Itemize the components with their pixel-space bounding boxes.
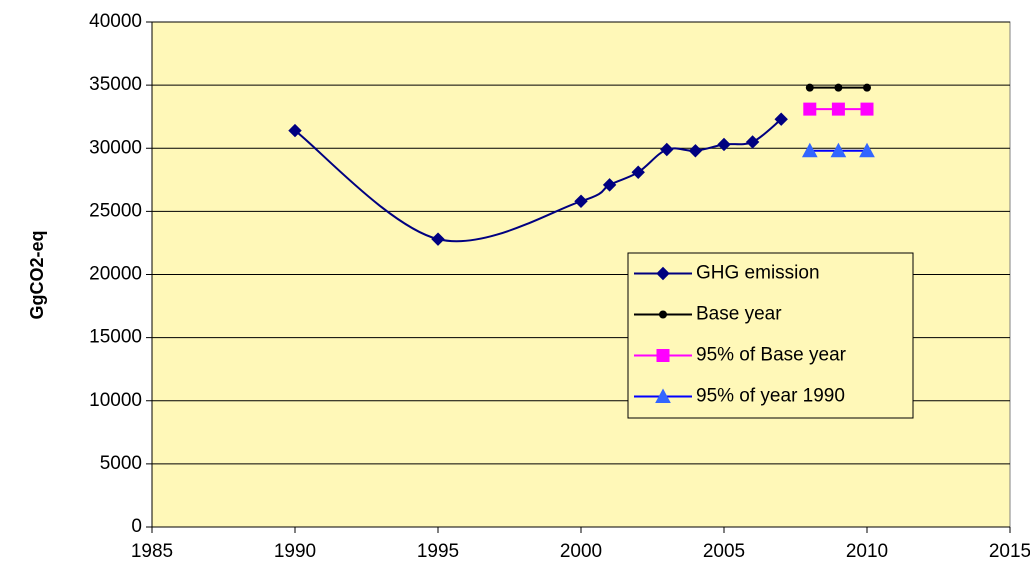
marker <box>805 83 814 92</box>
legend-label: Base year <box>696 304 782 325</box>
marker <box>863 83 871 92</box>
marker <box>288 123 302 138</box>
x-tick-label: 1995 <box>417 541 459 562</box>
x-tick-label: 2015 <box>989 541 1030 562</box>
marker <box>717 137 731 152</box>
marker <box>774 112 788 126</box>
x-tick-label: 2005 <box>703 541 745 562</box>
legend: GHG emission Base year 95% of Base year 95%… <box>627 252 914 419</box>
marker <box>860 102 874 116</box>
marker <box>803 102 817 116</box>
marker <box>656 349 670 362</box>
x-tick-label: 1985 <box>131 541 173 562</box>
legend-label: 95% of year 1990 <box>696 386 845 407</box>
y-tick-label: 20000 <box>89 264 142 285</box>
marker <box>655 388 671 403</box>
y-tick-label: 10000 <box>89 390 142 411</box>
marker <box>830 142 847 158</box>
y-tick-label: 25000 <box>89 200 142 221</box>
marker <box>834 83 843 92</box>
legend-label: GHG emission <box>696 263 820 284</box>
marker <box>656 266 670 281</box>
x-tick-label: 2000 <box>560 541 602 562</box>
marker <box>745 135 760 149</box>
y-tick-label: 35000 <box>89 74 142 95</box>
marker <box>801 142 818 158</box>
x-tick-label: 2010 <box>846 541 888 562</box>
x-tick-label: 1990 <box>274 541 316 562</box>
y-tick-label: 5000 <box>100 453 142 474</box>
legend-box <box>627 252 914 419</box>
legend-label: 95% of Base year <box>696 345 847 366</box>
marker <box>688 144 703 158</box>
marker <box>859 142 875 158</box>
marker <box>574 194 588 208</box>
y-axis-label: GgCO2-eq <box>27 230 47 319</box>
marker <box>602 178 617 192</box>
marker <box>659 310 667 319</box>
y-tick-label: 30000 <box>89 137 142 158</box>
marker <box>831 102 845 116</box>
marker <box>660 142 674 157</box>
y-tick-label: 15000 <box>89 327 142 348</box>
y-tick-label: 0 <box>131 516 142 537</box>
marker <box>631 165 645 179</box>
marker <box>431 232 445 246</box>
y-tick-label: 40000 <box>89 11 142 32</box>
